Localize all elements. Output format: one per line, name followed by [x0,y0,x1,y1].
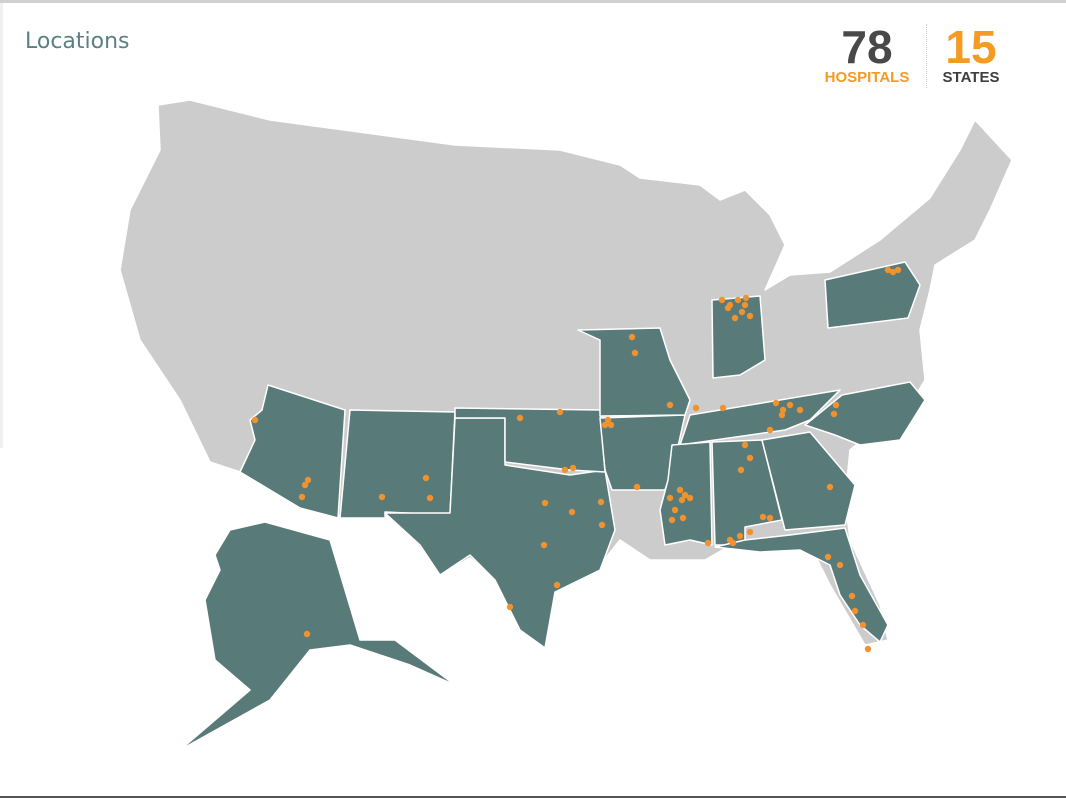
hospital-marker[interactable] [836,561,844,569]
state-north-carolina [804,381,926,446]
hospital-marker[interactable] [304,476,312,484]
hospital-marker[interactable] [597,498,605,506]
hospital-marker[interactable] [628,333,636,341]
hospital-marker[interactable] [516,414,524,422]
hospital-marker[interactable] [422,474,430,482]
hospital-marker[interactable] [734,296,742,304]
hospital-marker[interactable] [678,496,686,504]
left-border [0,3,3,448]
hospital-marker[interactable] [686,494,694,502]
state-georgia [761,431,856,531]
hospital-marker[interactable] [541,499,549,507]
hospital-marker[interactable] [736,532,744,540]
hospital-marker[interactable] [681,491,689,499]
hospital-marker[interactable] [601,421,609,429]
states-stat: 15 STATES [936,22,1006,86]
hospital-marker[interactable] [746,454,754,462]
hospital-marker[interactable] [738,308,746,316]
page-title: Locations [25,29,130,54]
hospital-marker[interactable] [786,401,794,409]
hospital-marker[interactable] [569,464,577,472]
hospital-marker[interactable] [676,486,684,494]
stat-divider [926,24,927,88]
hospital-marker[interactable] [741,301,749,309]
hospital-marker[interactable] [830,410,838,418]
state-texas [384,417,616,649]
hospital-marker[interactable] [832,401,840,409]
hospital-marker[interactable] [426,494,434,502]
hospital-marker[interactable] [301,481,309,489]
bottom-border [0,796,1066,798]
state-alaska [179,521,456,751]
hospital-marker[interactable] [796,406,804,414]
hospital-marker[interactable] [737,466,745,474]
hospital-marker[interactable] [631,349,639,357]
hospital-marker[interactable] [724,304,732,312]
hospital-marker[interactable] [894,266,902,274]
states-label: STATES [942,69,1000,86]
states-count: 15 [945,21,997,73]
hospital-marker[interactable] [742,294,750,302]
hospital-marker[interactable] [741,441,749,449]
hospital-marker[interactable] [506,603,514,611]
hospital-marker[interactable] [884,266,892,274]
state-tennessee [679,389,841,446]
hospital-marker[interactable] [666,401,674,409]
hospital-marker[interactable] [553,581,561,589]
hospital-marker[interactable] [826,483,834,491]
state-missouri [577,327,691,417]
hospital-marker[interactable] [729,539,737,547]
hospital-marker[interactable] [746,528,754,536]
hospital-marker[interactable] [679,514,687,522]
hospital-marker[interactable] [719,404,727,412]
hospital-marker[interactable] [303,630,311,638]
hospital-marker[interactable] [859,621,867,629]
state-new-mexico [339,409,456,519]
hospital-marker[interactable] [851,607,859,615]
hospital-marker[interactable] [731,314,739,322]
state-arizona [239,384,346,519]
hospital-marker[interactable] [668,516,676,524]
hospital-marker[interactable] [778,411,786,419]
hospital-marker[interactable] [766,426,774,434]
hospital-marker[interactable] [746,312,754,320]
hospital-marker[interactable] [556,408,564,416]
hospital-marker[interactable] [540,541,548,549]
hospital-marker[interactable] [864,645,872,653]
hospital-marker[interactable] [604,416,612,424]
state-florida [714,527,889,643]
top-border [0,0,1066,3]
hospital-marker[interactable] [772,399,780,407]
hospital-marker[interactable] [633,483,641,491]
hospitals-count: 78 [841,21,893,73]
hospital-marker[interactable] [568,508,576,516]
hospital-marker[interactable] [598,521,606,529]
hospital-marker[interactable] [298,493,306,501]
hospital-marker[interactable] [848,592,856,600]
hospital-marker[interactable] [718,296,726,304]
hospital-marker[interactable] [378,493,386,501]
hospital-marker[interactable] [766,514,774,522]
hospital-marker[interactable] [889,268,897,276]
hospital-marker[interactable] [251,416,259,424]
hospital-marker[interactable] [671,506,679,514]
hospitals-label: HOSPITALS [824,69,910,86]
hospital-marker[interactable] [779,406,787,414]
hospitals-stat: 78 HOSPITALS [818,22,916,86]
state-pennsylvania [824,261,921,329]
hospital-marker[interactable] [824,553,832,561]
hospital-marker[interactable] [607,421,615,429]
hospital-marker[interactable] [561,466,569,474]
hospital-marker[interactable] [759,513,767,521]
hospital-marker[interactable] [692,404,700,412]
hospital-marker[interactable] [704,539,712,547]
hospital-marker[interactable] [666,494,674,502]
